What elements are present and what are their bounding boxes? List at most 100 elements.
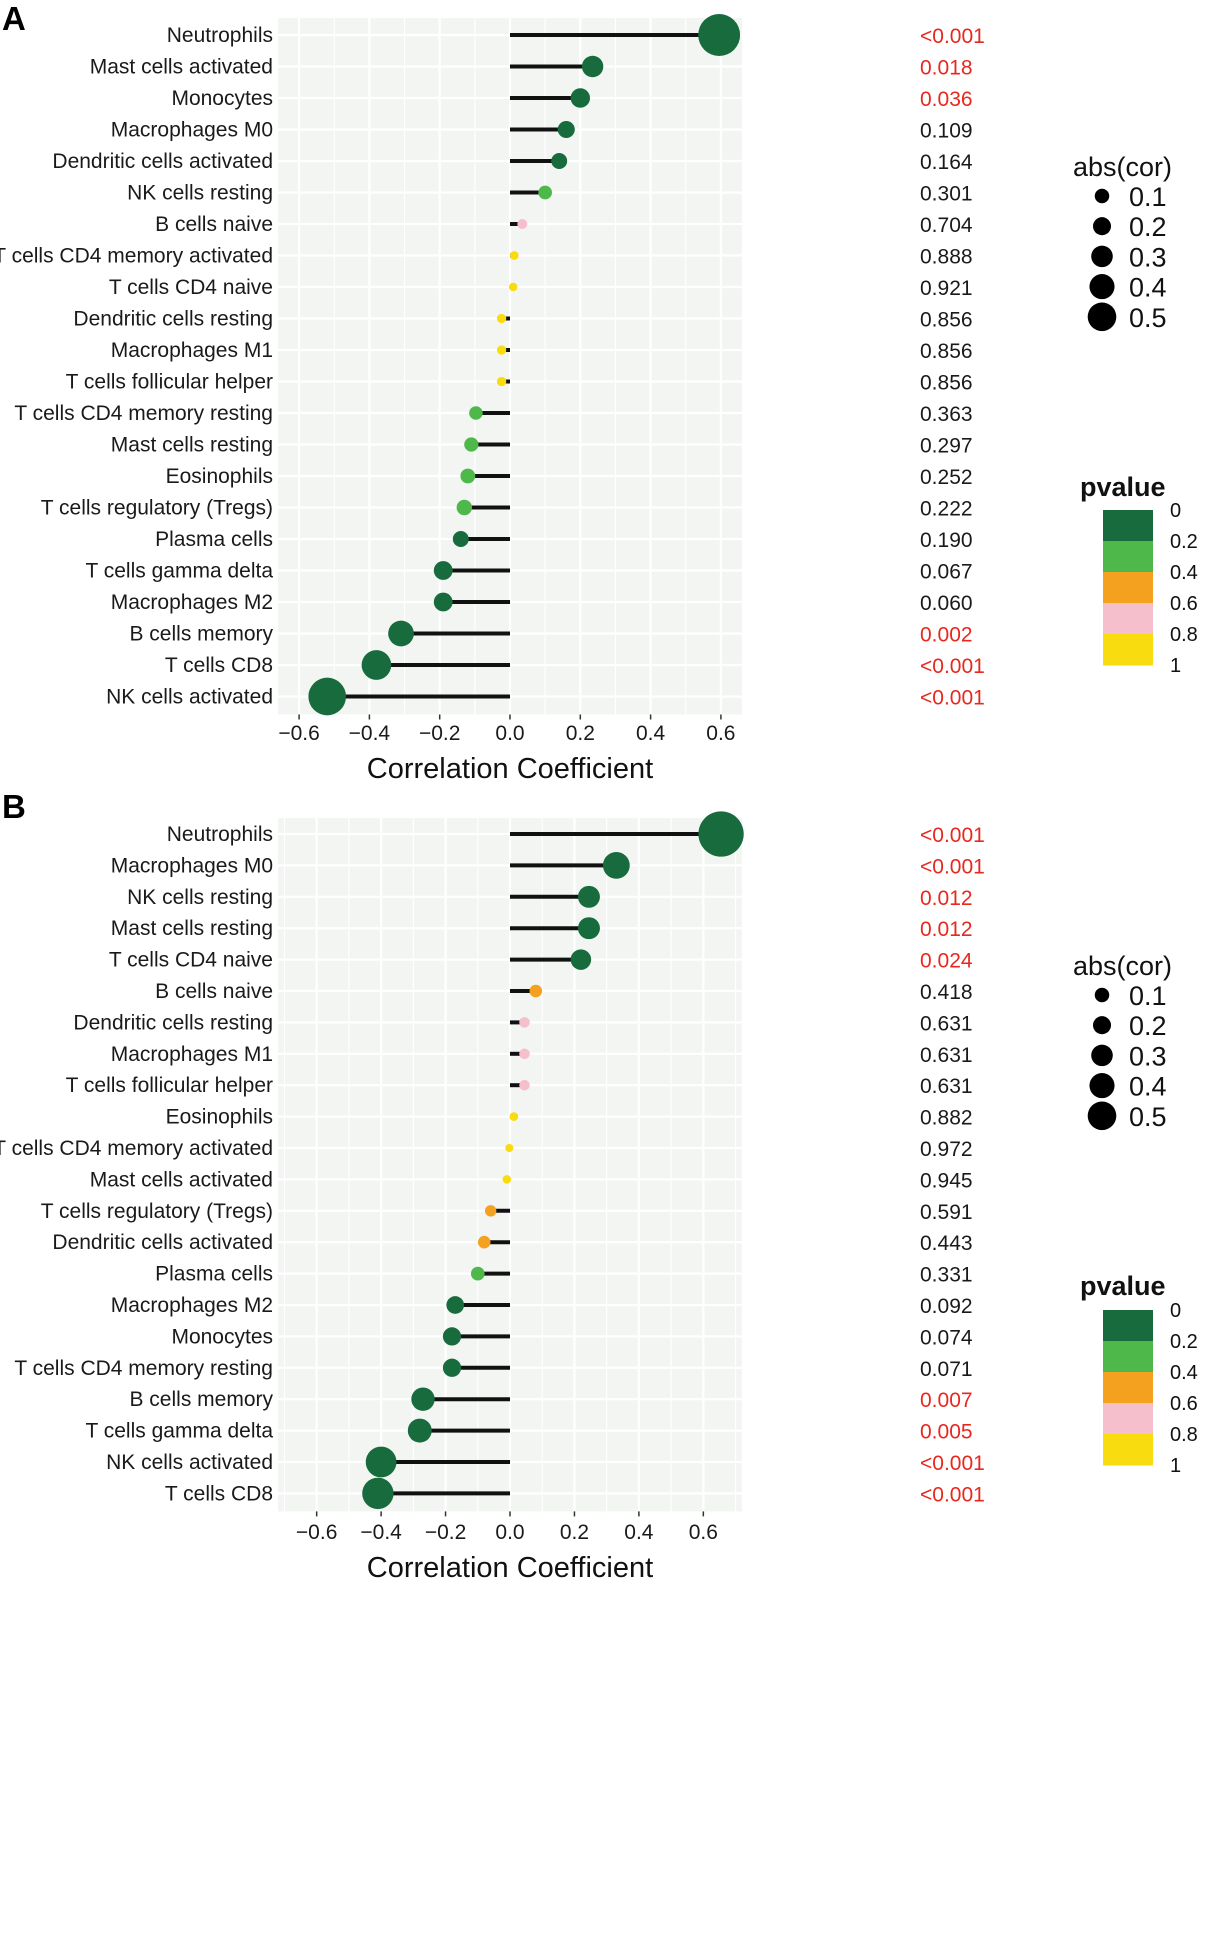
lollipop-point: [407, 1418, 432, 1443]
row-label: T cells CD4 memory activated: [0, 245, 273, 268]
pvalue-label: <0.001: [920, 855, 985, 878]
pvalue-legend-swatch: [1103, 1403, 1153, 1435]
lollipop-point: [529, 984, 543, 998]
x-axis: −0.6 −0.4 −0.2 0.0 0.2 0.4 0.6 Correlation Coef…: [296, 1511, 718, 1584]
x-axis: −0.6 −0.4 −0.2 0.0 0.2 0.4 0.6 Correlation Coef…: [278, 714, 736, 785]
lollipop-point: [308, 677, 347, 716]
pvalue-legend-swatch: [1103, 541, 1153, 573]
size-legend-dot: [1089, 1073, 1115, 1099]
pvalue-label: <0.001: [920, 1483, 985, 1506]
pvalue-legend-label: 0.2: [1170, 1331, 1198, 1353]
row-label: NK cells resting: [127, 182, 273, 205]
lollipop-point: [517, 219, 528, 229]
pvalue-label: 0.071: [920, 1358, 973, 1381]
pvalue-legend-label: 0.8: [1170, 624, 1198, 646]
row-label: Dendritic cells activated: [52, 150, 273, 173]
pvalue-label: 0.921: [920, 277, 973, 300]
size-legend-dot: [1094, 188, 1110, 204]
pvalue-legend-label: 0.4: [1170, 562, 1198, 584]
panel-label: B: [2, 788, 26, 825]
size-legend-label: 0.4: [1129, 273, 1167, 303]
row-label: B cells naive: [155, 980, 273, 1003]
pvalue-label: 0.190: [920, 529, 973, 552]
data-row: B cells naive 0.704: [155, 213, 973, 237]
lollipop-point: [538, 185, 553, 200]
pvalue-label: <0.001: [920, 687, 985, 710]
size-legend-label: 0.5: [1129, 1102, 1167, 1132]
pvalue-legend-label: 0.6: [1170, 593, 1198, 615]
lollipop-point: [551, 153, 568, 169]
pvalue-label: 0.060: [920, 592, 973, 615]
size-legend-title: abs(cor): [1073, 152, 1172, 182]
row-label: T cells CD4 memory activated: [0, 1137, 273, 1160]
lollipop-point: [361, 650, 392, 680]
size-legend-label: 0.5: [1129, 303, 1167, 333]
data-row: T cells CD4 naive 0.024: [109, 949, 973, 973]
data-row: NK cells activated <0.001: [106, 677, 985, 716]
pvalue-legend-label: 1: [1170, 1455, 1181, 1477]
size-legend-title: abs(cor): [1073, 951, 1172, 981]
lollipop-point: [519, 1079, 530, 1091]
pvalue-legend-label: 0: [1170, 500, 1181, 522]
row-label: Macrophages M2: [111, 1294, 273, 1317]
data-row: T cells CD4 memory activated 0.888: [0, 245, 973, 269]
lollipop-point: [519, 1017, 530, 1028]
pvalue-label: 0.007: [920, 1389, 973, 1412]
data-row: Mast cells resting 0.012: [111, 917, 973, 941]
pvalue-label: <0.001: [920, 824, 985, 847]
row-label: T cells CD8: [165, 654, 273, 677]
x-tick-label: −0.6: [278, 722, 319, 745]
pvalue-label: 0.012: [920, 887, 973, 910]
lollipop-point: [496, 376, 507, 387]
row-label: Macrophages M1: [111, 339, 273, 362]
pvalue-legend-label: 0.4: [1170, 1362, 1198, 1384]
size-legend-label: 0.1: [1129, 182, 1167, 212]
lollipop-point: [602, 851, 630, 879]
pvalue-label: 0.092: [920, 1295, 973, 1318]
x-tick-label: 0.2: [560, 1521, 589, 1544]
pvalue-legend-swatch: [1103, 634, 1153, 666]
data-row: T cells CD4 memory activated 0.972: [0, 1137, 973, 1161]
data-row: Plasma cells 0.331: [155, 1263, 972, 1287]
pvalue-label: 0.363: [920, 403, 973, 426]
row-label: T cells follicular helper: [66, 1074, 273, 1097]
data-row: Eosinophils 0.252: [166, 465, 973, 489]
row-label: Mast cells activated: [90, 1168, 273, 1191]
size-legend-dot: [1089, 274, 1115, 300]
lollipop-point: [570, 949, 592, 970]
pvalue-label: 0.856: [920, 372, 973, 395]
size-legend-dot: [1091, 245, 1113, 268]
x-tick-label: 0.0: [495, 722, 524, 745]
data-row: T cells regulatory (Tregs) 0.222: [41, 497, 973, 521]
lollipop-point: [509, 1112, 519, 1121]
pvalue-legend-swatch: [1103, 603, 1153, 635]
pvalue-label: 0.972: [920, 1138, 973, 1161]
data-row: B cells memory 0.002: [129, 620, 973, 647]
size-legend-dot: [1087, 1101, 1117, 1131]
data-row: NK cells resting 0.301: [127, 182, 972, 206]
lollipop-point: [509, 251, 519, 260]
lollipop-point: [570, 88, 591, 108]
row-label: T cells CD4 naive: [109, 949, 273, 972]
row-label: T cells CD4 memory resting: [14, 402, 273, 425]
x-tick-label: 0.6: [706, 722, 735, 745]
row-label: T cells gamma delta: [85, 1420, 273, 1443]
row-label: Macrophages M0: [111, 854, 273, 877]
pvalue-label: <0.001: [920, 1452, 985, 1475]
lollipop-point: [508, 282, 518, 292]
data-row: Dendritic cells resting 0.631: [73, 1011, 972, 1035]
pvalue-label: 0.418: [920, 981, 973, 1004]
pvalue-label: 0.882: [920, 1107, 973, 1130]
data-row: Neutrophils <0.001: [167, 14, 985, 56]
lollipop-point: [557, 120, 575, 139]
pvalue-label: 0.252: [920, 466, 973, 489]
row-label: Eosinophils: [166, 1106, 273, 1129]
size-legend-label: 0.3: [1129, 1041, 1167, 1071]
grid-lines: [278, 818, 742, 1512]
lollipop-point: [446, 1296, 465, 1314]
row-label: NK cells resting: [127, 886, 273, 909]
data-row: Macrophages M0 <0.001: [111, 851, 985, 879]
pvalue-legend-label: 0.2: [1170, 531, 1198, 553]
